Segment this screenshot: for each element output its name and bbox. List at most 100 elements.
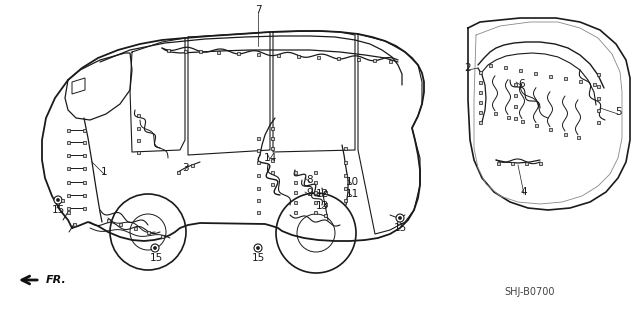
Bar [504, 66, 506, 70]
Bar [136, 151, 140, 153]
Text: 14: 14 [264, 153, 276, 163]
Text: SHJ-B0700: SHJ-B0700 [505, 287, 556, 297]
Text: 5: 5 [614, 107, 621, 117]
Bar [257, 187, 259, 189]
Bar [563, 132, 566, 136]
Text: 6: 6 [518, 79, 525, 89]
Circle shape [398, 216, 402, 219]
Bar [83, 153, 86, 157]
Text: 15: 15 [394, 223, 406, 233]
Bar [534, 72, 536, 75]
Text: 9: 9 [307, 188, 314, 198]
Bar [184, 50, 186, 53]
Text: 4: 4 [521, 187, 527, 197]
Bar [596, 85, 600, 87]
Bar [513, 116, 516, 120]
Text: 10: 10 [346, 177, 358, 187]
Bar [257, 160, 259, 164]
Bar [118, 222, 122, 226]
Bar [166, 49, 170, 52]
Bar [479, 100, 481, 103]
Bar [271, 182, 273, 186]
Bar [388, 60, 392, 63]
Text: 11: 11 [346, 189, 358, 199]
Circle shape [54, 196, 62, 204]
Bar [579, 80, 582, 83]
Bar [534, 124, 538, 127]
Bar [136, 138, 140, 142]
Circle shape [56, 198, 60, 202]
Bar [314, 190, 317, 194]
Bar [271, 146, 273, 150]
Bar [525, 161, 527, 165]
Bar [198, 50, 202, 53]
Bar [488, 64, 492, 67]
Bar [67, 194, 70, 197]
Bar [134, 226, 136, 229]
Text: 2: 2 [465, 63, 471, 73]
Bar [563, 78, 566, 80]
Text: 15: 15 [51, 205, 65, 215]
Bar [67, 206, 70, 210]
Bar [344, 160, 346, 164]
Bar [276, 55, 280, 57]
Bar [67, 211, 70, 213]
Bar [372, 59, 376, 62]
Text: FR.: FR. [46, 275, 67, 285]
Bar [61, 198, 63, 202]
Bar [161, 234, 163, 238]
Bar [83, 206, 86, 210]
Bar [257, 137, 259, 139]
Bar [511, 161, 513, 165]
Text: 12: 12 [316, 189, 328, 199]
Bar [271, 159, 273, 161]
Bar [344, 174, 346, 176]
Text: 13: 13 [316, 201, 328, 211]
Bar [271, 170, 273, 174]
Bar [548, 128, 552, 131]
Bar [83, 181, 86, 183]
Bar [337, 57, 339, 60]
Bar [296, 56, 300, 58]
Bar [177, 170, 179, 174]
Bar [314, 181, 317, 183]
Bar [479, 110, 481, 114]
Bar [67, 167, 70, 169]
Bar [479, 121, 481, 123]
Circle shape [257, 246, 260, 249]
Bar [538, 161, 541, 165]
Text: 15: 15 [252, 253, 264, 263]
Bar [479, 70, 481, 73]
Bar [257, 53, 259, 56]
Bar [513, 93, 516, 97]
Bar [67, 140, 70, 144]
Bar [67, 153, 70, 157]
Circle shape [154, 246, 157, 249]
Bar [344, 187, 346, 189]
Bar [344, 198, 346, 202]
Bar [106, 219, 109, 221]
Bar [294, 211, 296, 213]
Bar [314, 211, 317, 213]
Bar [83, 129, 86, 131]
Bar [513, 105, 516, 108]
Bar [216, 51, 220, 54]
Bar [136, 114, 140, 116]
Bar [136, 127, 140, 130]
Bar [479, 91, 481, 93]
Bar [67, 181, 70, 183]
Bar [593, 83, 595, 86]
Bar [323, 190, 326, 194]
Bar [83, 167, 86, 169]
Bar [83, 194, 86, 197]
Bar [294, 201, 296, 204]
Bar [596, 97, 600, 100]
Circle shape [254, 244, 262, 252]
Bar [577, 136, 579, 139]
Text: 15: 15 [149, 253, 163, 263]
Text: 1: 1 [100, 167, 108, 177]
Bar [479, 80, 481, 84]
Bar [257, 198, 259, 202]
Bar [323, 203, 326, 205]
Bar [294, 181, 296, 183]
